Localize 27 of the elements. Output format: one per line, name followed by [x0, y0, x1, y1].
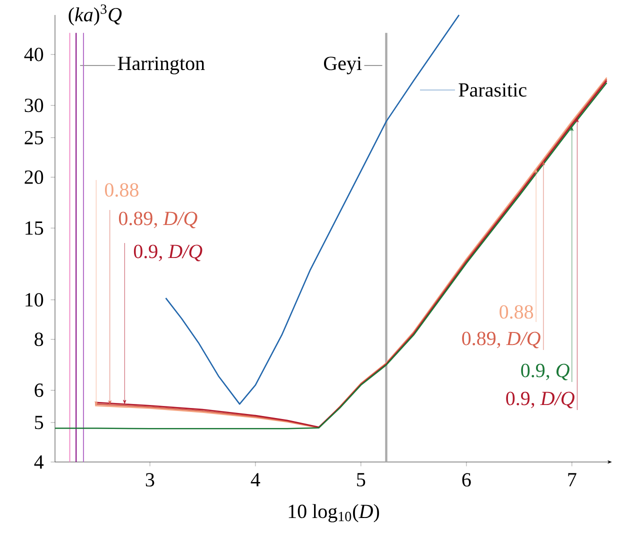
text: 0.9, D/Q [134, 244, 202, 262]
x-axis-title: 10 log$_{10}$(D) [288, 504, 380, 522]
text: 0.89, D/Q [118, 212, 198, 228]
series-label: 0.89, D/Q [462, 332, 540, 348]
y-tick-label: 8 [34, 332, 44, 346]
x-tick-label: 3 [146, 473, 154, 487]
y-tick-label: 6 [34, 384, 44, 397]
y-tick-label: 4 [34, 455, 44, 469]
text: 0.9, Q [521, 364, 570, 380]
legend-label: Parasitic [458, 83, 526, 97]
ref-line-label: Harrington [118, 56, 205, 74]
y-tick-label: 10 [26, 293, 44, 307]
x-tick-label: 5 [357, 473, 366, 486]
ref-line-label: Geyi [324, 56, 362, 74]
text: 0.88 [104, 183, 138, 197]
text: 0.9, D/Q [506, 392, 574, 408]
y-tick-label: 5 [35, 416, 44, 430]
y-tick-label: 40 [24, 48, 44, 62]
y-tick-label: 20 [24, 170, 44, 184]
y-tick-label: 15 [26, 221, 44, 235]
x-tick-label: 4 [250, 473, 260, 486]
y-tick-label: 25 [24, 130, 44, 144]
x-tick-label: 6 [462, 473, 471, 487]
text: 0.88 [500, 305, 534, 319]
x-tick-label: 7 [568, 473, 576, 486]
y-axis-title: (ka)$^{3}$Q [68, 4, 122, 26]
y-tick-label: 30 [24, 98, 44, 112]
